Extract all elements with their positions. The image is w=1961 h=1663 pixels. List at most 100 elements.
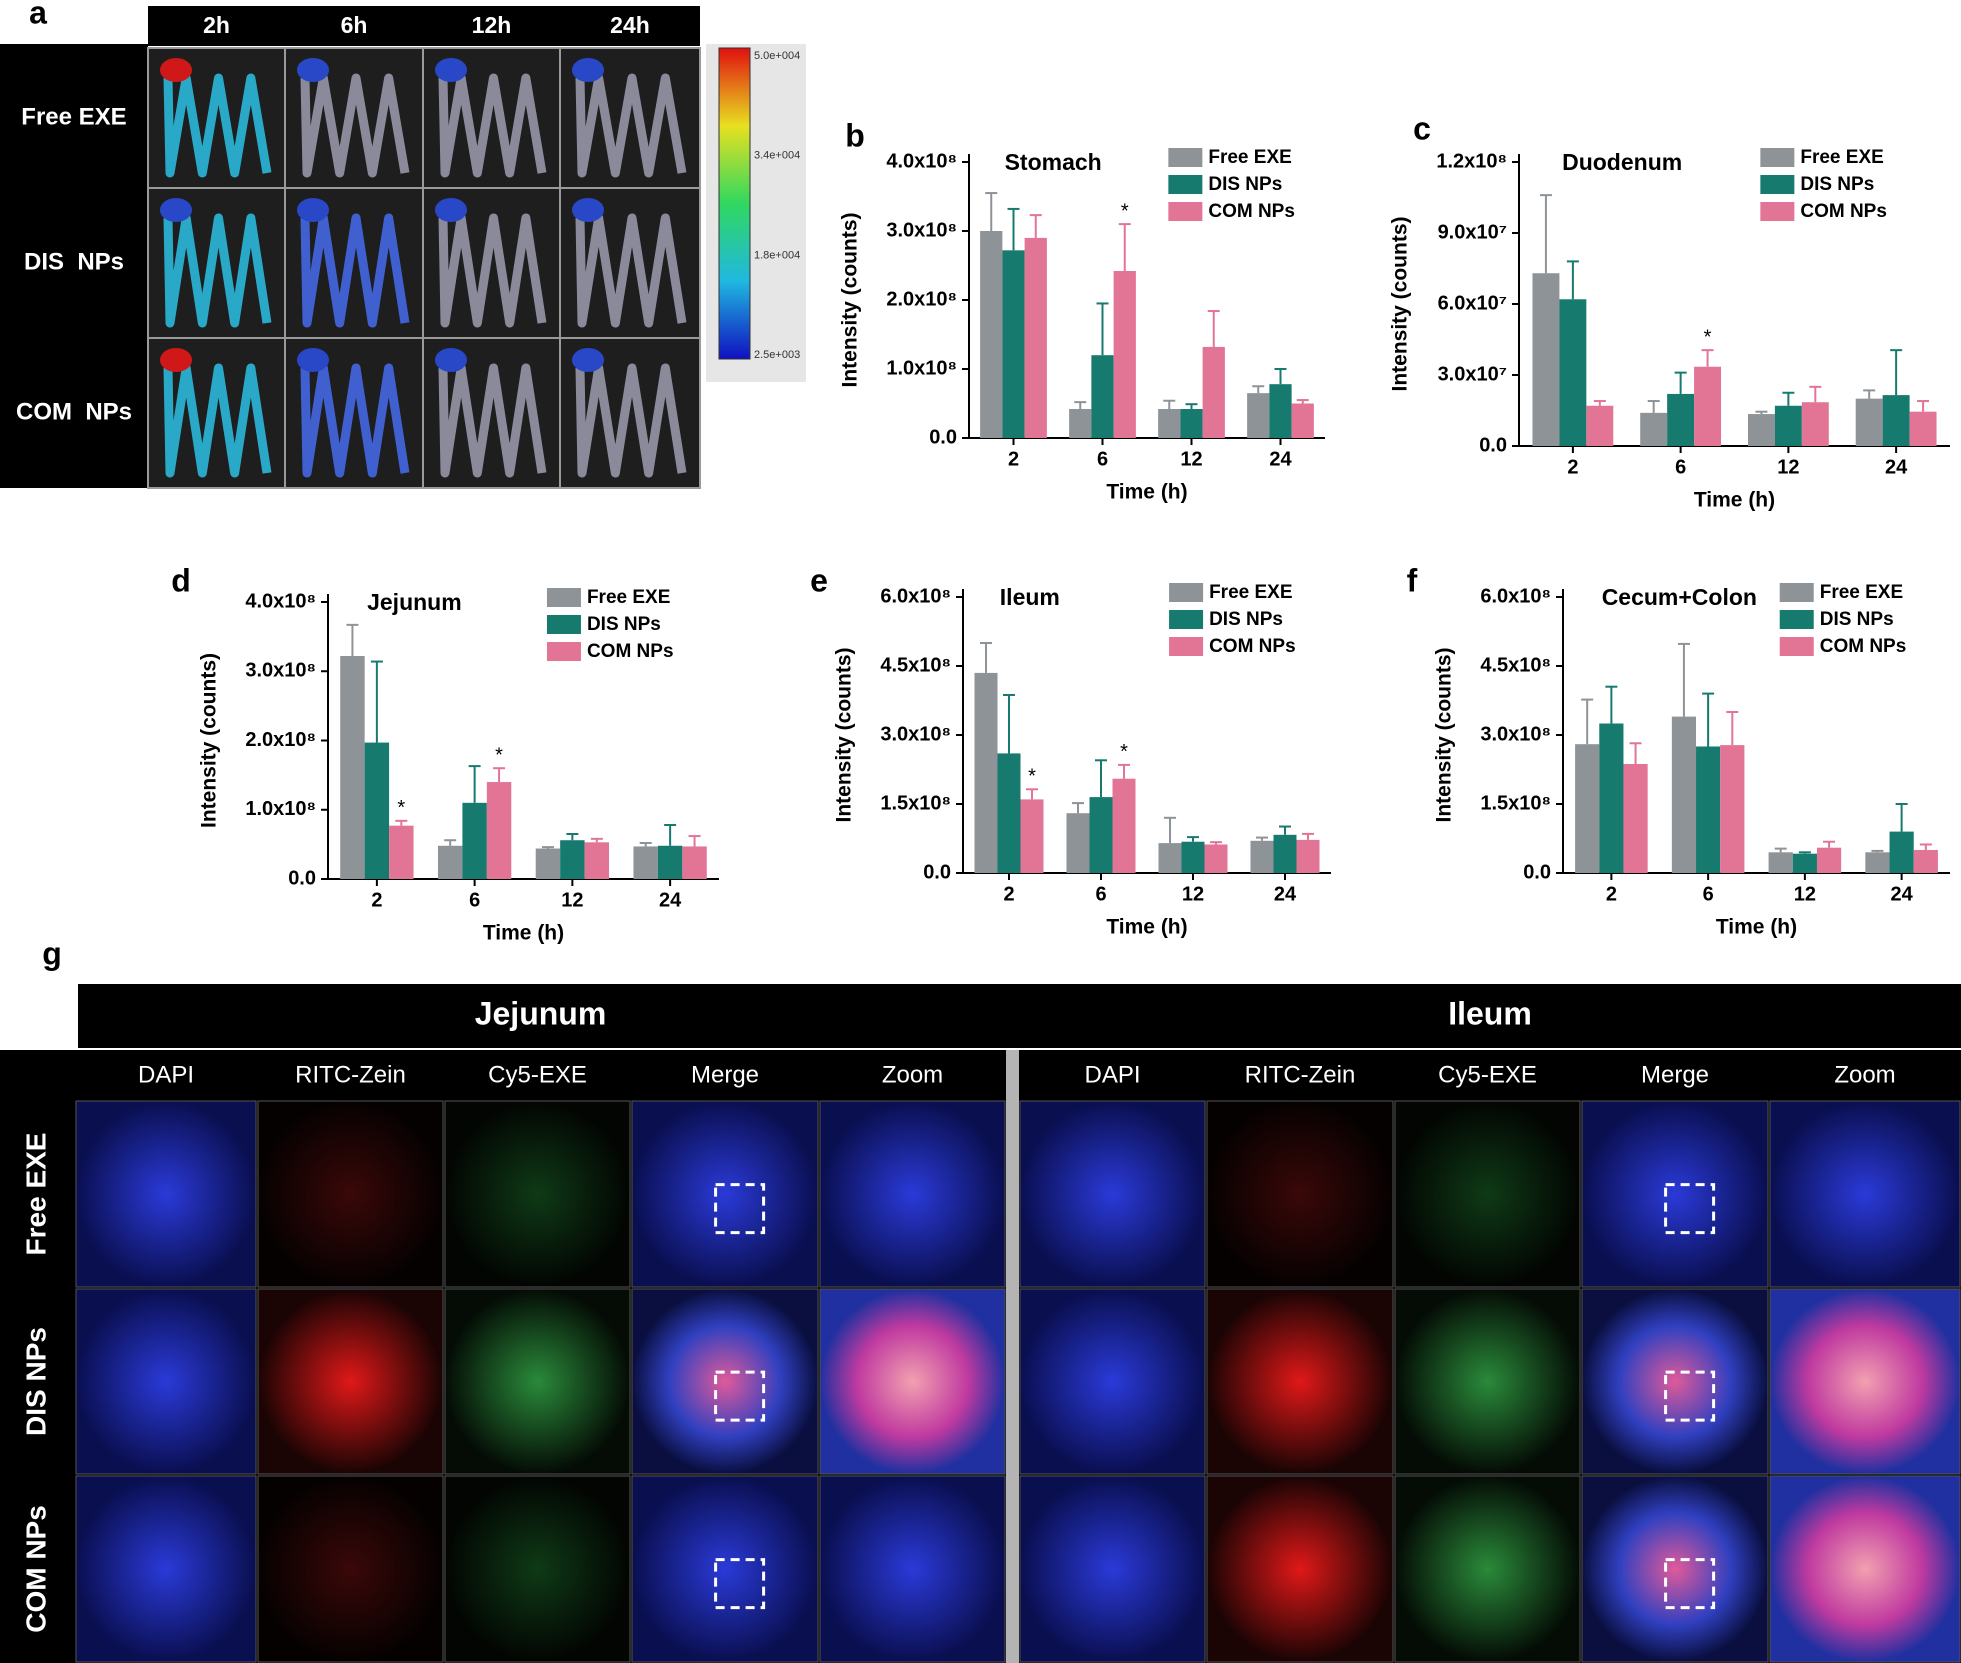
y-tick-label: 1.5x10⁸ xyxy=(1480,792,1551,814)
x-axis-label: Time (h) xyxy=(1106,481,1187,504)
region-title: Ileum xyxy=(1448,995,1532,1031)
bar xyxy=(1855,398,1883,446)
micrograph xyxy=(257,1100,444,1288)
bar xyxy=(560,840,585,879)
y-tick-label: 3.0x10⁷ xyxy=(1438,363,1507,385)
panel-letter: b xyxy=(845,117,865,153)
intestine-shape xyxy=(575,73,687,178)
y-axis-label: Intensity (counts) xyxy=(839,212,862,387)
legend-label: DIS NPs xyxy=(1800,174,1874,195)
bar xyxy=(1640,412,1668,446)
micrograph xyxy=(1581,1288,1769,1475)
zoom-box xyxy=(1664,1370,1716,1422)
bar xyxy=(1768,852,1793,873)
channel-label: RITC-Zein xyxy=(1245,1061,1356,1088)
group-label: DIS NPs xyxy=(24,248,124,275)
bar xyxy=(980,231,1003,438)
y-tick-label: 4.5x10⁸ xyxy=(1480,654,1551,676)
micrograph xyxy=(631,1475,819,1663)
colorbar-label: 1.8e+004 xyxy=(754,249,800,261)
x-axis-label: Time (h) xyxy=(483,922,564,945)
micrograph xyxy=(257,1288,444,1475)
channel-label: Merge xyxy=(1641,1061,1709,1088)
y-tick-label: 0.0 xyxy=(1523,861,1551,883)
intestine-shape xyxy=(575,363,687,478)
legend-swatch xyxy=(1760,175,1795,194)
x-tick-label: 24 xyxy=(659,889,682,911)
bar xyxy=(1024,237,1047,438)
x-tick-label: 24 xyxy=(1891,883,1914,905)
group-label: COM NPs xyxy=(16,398,132,425)
legend-label: DIS NPs xyxy=(1820,609,1894,630)
stomach-shape xyxy=(297,198,329,222)
micrograph xyxy=(1581,1475,1769,1663)
group-label: Free EXE xyxy=(20,1133,51,1256)
stomach-shape xyxy=(435,198,467,222)
intestine-shape xyxy=(438,363,547,478)
bar xyxy=(1586,405,1614,446)
bar xyxy=(1020,799,1044,873)
legend-label: Free EXE xyxy=(1209,582,1292,603)
bar xyxy=(1291,403,1314,438)
x-tick-label: 6 xyxy=(1095,883,1106,905)
legend-label: COM NPs xyxy=(1208,201,1295,222)
legend-swatch xyxy=(1168,175,1203,194)
bar xyxy=(437,845,463,879)
bar xyxy=(1909,411,1937,446)
micrograph xyxy=(257,1475,444,1663)
stomach-shape xyxy=(160,198,192,222)
x-tick-label: 12 xyxy=(1794,883,1816,905)
intestine-shape xyxy=(438,73,547,178)
micrograph xyxy=(75,1288,257,1475)
bar xyxy=(1202,346,1225,438)
micrograph xyxy=(1019,1100,1206,1288)
y-axis-label: Intensity (counts) xyxy=(1433,647,1456,822)
channel-label: Cy5-EXE xyxy=(1438,1061,1537,1088)
bar xyxy=(1273,834,1297,873)
bar xyxy=(1694,366,1722,446)
legend-label: DIS NPs xyxy=(1208,174,1282,195)
bar xyxy=(1792,853,1817,873)
colorbar-label: 3.4e+004 xyxy=(754,150,800,162)
legend-swatch xyxy=(1169,637,1204,656)
x-tick-label: 2 xyxy=(371,889,382,911)
y-tick-label: 1.0x10⁸ xyxy=(886,357,957,379)
bar xyxy=(1720,745,1745,873)
x-tick-label: 2 xyxy=(1003,883,1014,905)
y-tick-label: 6.0x10⁸ xyxy=(1480,585,1551,607)
panel-letter: f xyxy=(1407,562,1418,598)
bar xyxy=(364,742,390,879)
bar xyxy=(1181,841,1205,873)
legend-swatch xyxy=(1779,610,1814,629)
zoom-box xyxy=(1664,1558,1716,1610)
bar xyxy=(1269,384,1292,438)
micrograph xyxy=(1769,1288,1961,1475)
zoom-box xyxy=(1664,1183,1716,1235)
intestine-shape xyxy=(163,213,272,328)
micrograph xyxy=(75,1475,257,1663)
y-tick-label: 9.0x10⁷ xyxy=(1438,221,1507,243)
y-tick-label: 4.0x10⁸ xyxy=(245,590,316,612)
panel-letter: a xyxy=(29,0,47,30)
legend-label: DIS NPs xyxy=(587,614,661,635)
x-tick-label: 6 xyxy=(1703,883,1714,905)
legend-swatch xyxy=(1169,583,1204,602)
bar xyxy=(389,825,414,879)
region-header-bar xyxy=(78,984,1961,1048)
chart-title: Jejunum xyxy=(367,589,462,615)
bar xyxy=(1091,355,1114,438)
micrograph xyxy=(1206,1288,1394,1475)
intestine-shape xyxy=(300,73,410,178)
stomach-shape xyxy=(297,348,329,372)
bar xyxy=(657,845,683,879)
significance-mark: * xyxy=(1120,741,1128,763)
micrograph xyxy=(1769,1100,1961,1288)
x-tick-label: 12 xyxy=(561,889,583,911)
stomach-shape xyxy=(160,348,192,372)
y-tick-label: 2.0x10⁸ xyxy=(886,288,957,310)
stomach-shape xyxy=(297,58,329,82)
micrograph xyxy=(1769,1475,1961,1663)
micrograph xyxy=(1394,1100,1581,1288)
